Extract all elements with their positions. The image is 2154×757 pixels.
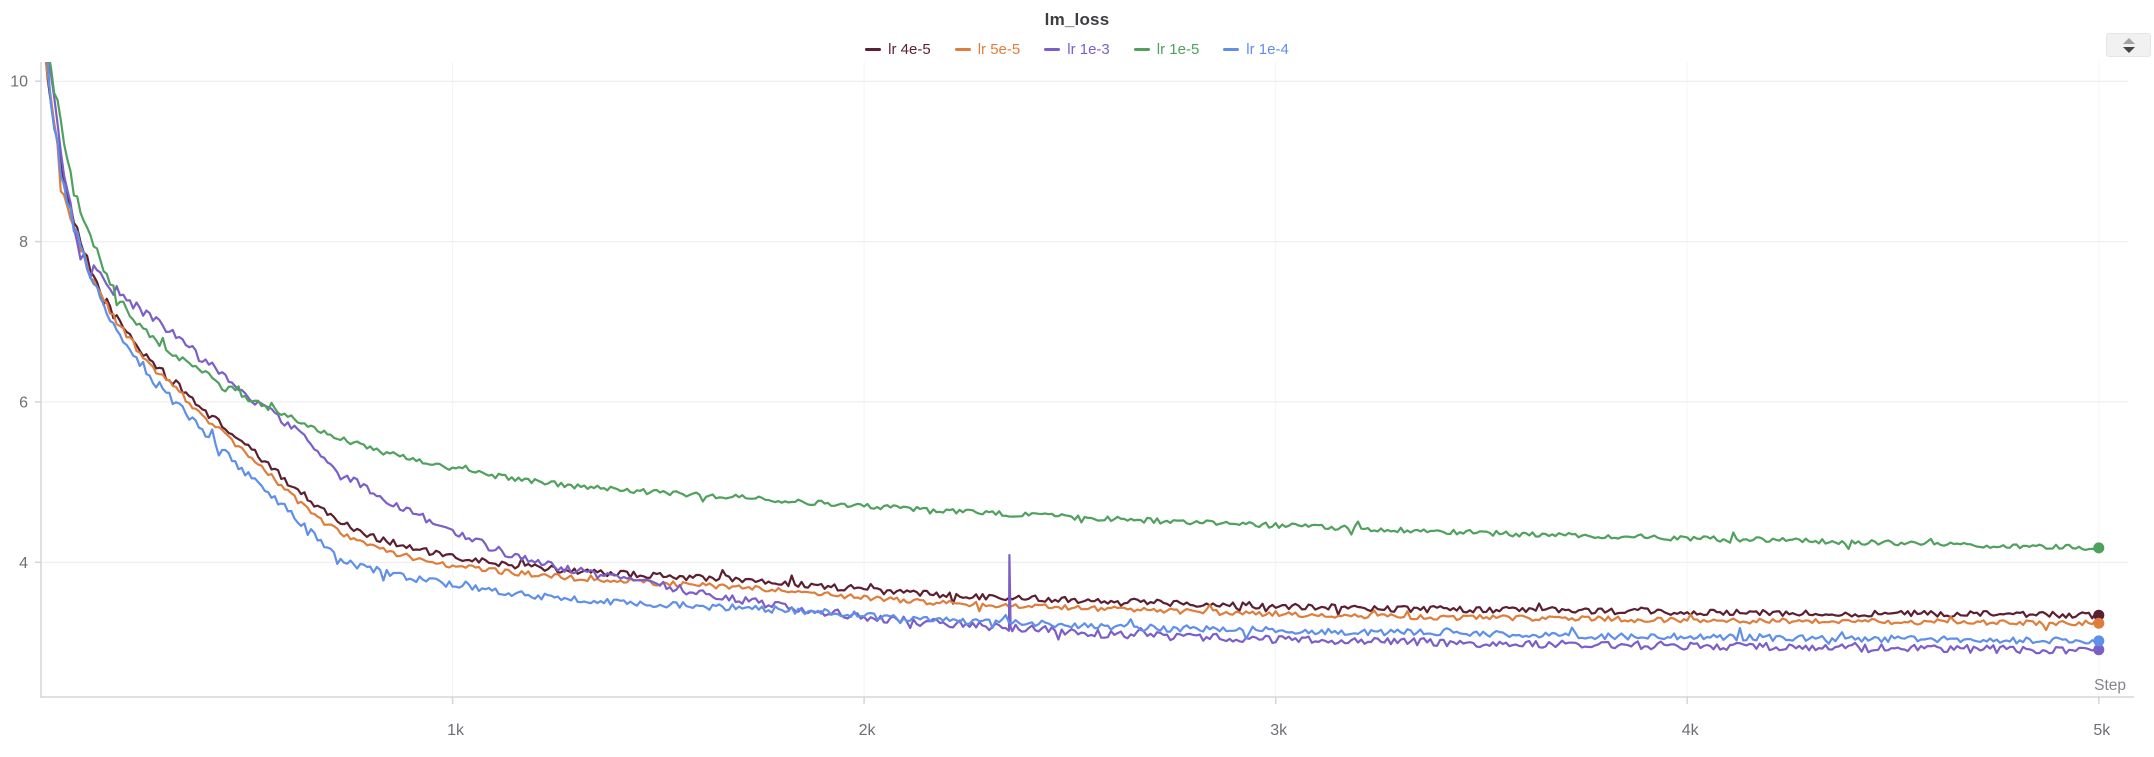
legend-label: lr 1e-3	[1067, 41, 1110, 58]
legend-label: lr 1e-4	[1246, 41, 1289, 58]
series-line-lr-1e-3	[46, 62, 2099, 655]
end-dot-lr-1e-4	[2093, 635, 2105, 647]
chart-title: lm_loss	[1044, 10, 1110, 29]
expand-collapse-button[interactable]	[2106, 33, 2151, 57]
y-gridlines	[41, 80, 2128, 563]
legend-item-lr-5e-5[interactable]: lr 5e-5	[954, 41, 1021, 58]
legend-label: lr 5e-5	[977, 41, 1021, 58]
x-tick-labels: 1k 2k 3k 4k 5k	[447, 722, 2111, 739]
legend-item-lr-4e-5[interactable]: lr 4e-5	[865, 41, 931, 58]
chart-header: lm_loss lr 4e-5 lr 5e-5 lr 1e-3 lr 1e-5 lr 1…	[0, 0, 2154, 58]
series-line-lr-4e-5	[45, 62, 2100, 620]
series-end-dots	[2093, 542, 2105, 656]
svg-text:10: 10	[10, 74, 28, 91]
series-color-swatch	[865, 47, 882, 52]
svg-text:1k: 1k	[447, 722, 465, 739]
svg-text:6: 6	[19, 394, 28, 411]
legend-item-lr-1e-4[interactable]: lr 1e-4	[1223, 41, 1289, 58]
legend-label: lr 4e-5	[888, 41, 931, 58]
svg-text:8: 8	[19, 234, 28, 251]
legend-label: lr 1e-5	[1156, 41, 1200, 58]
x-axis-label: Step	[2094, 677, 2126, 694]
triangle-up-icon	[2122, 37, 2135, 44]
end-dot-lr-5e-5	[2093, 617, 2105, 629]
svg-text:5k: 5k	[2093, 722, 2111, 739]
y-tick-labels: 10 8 6 4	[10, 74, 28, 572]
series-color-swatch	[954, 47, 971, 52]
end-dot-lr-4e-5	[2093, 609, 2105, 621]
series-color-swatch	[1133, 47, 1150, 52]
chart-legend: lr 4e-5 lr 5e-5 lr 1e-3 lr 1e-5 lr 1e-4	[0, 41, 2154, 58]
svg-text:4: 4	[19, 555, 28, 572]
series-line-lr-1e-4	[46, 62, 2100, 645]
svg-text:4k: 4k	[1682, 722, 1700, 739]
tick-marks	[35, 80, 2100, 704]
series-color-swatch	[1223, 47, 1240, 52]
series-line-lr-5e-5	[44, 62, 2100, 632]
legend-item-lr-1e-5[interactable]: lr 1e-5	[1133, 41, 1200, 58]
legend-item-lr-1e-3[interactable]: lr 1e-3	[1044, 41, 1110, 58]
triangle-down-icon	[2122, 46, 2135, 53]
x-gridlines	[452, 62, 2100, 697]
series-line-lr-1e-5	[48, 62, 2100, 551]
svg-text:3k: 3k	[1270, 722, 1288, 739]
svg-text:2k: 2k	[859, 722, 877, 739]
series-color-swatch	[1044, 47, 1061, 52]
series-lines	[44, 62, 2100, 655]
axis-lines	[40, 62, 2134, 698]
end-dot-lr-1e-3	[2093, 644, 2105, 656]
end-dot-lr-1e-5	[2093, 542, 2105, 554]
